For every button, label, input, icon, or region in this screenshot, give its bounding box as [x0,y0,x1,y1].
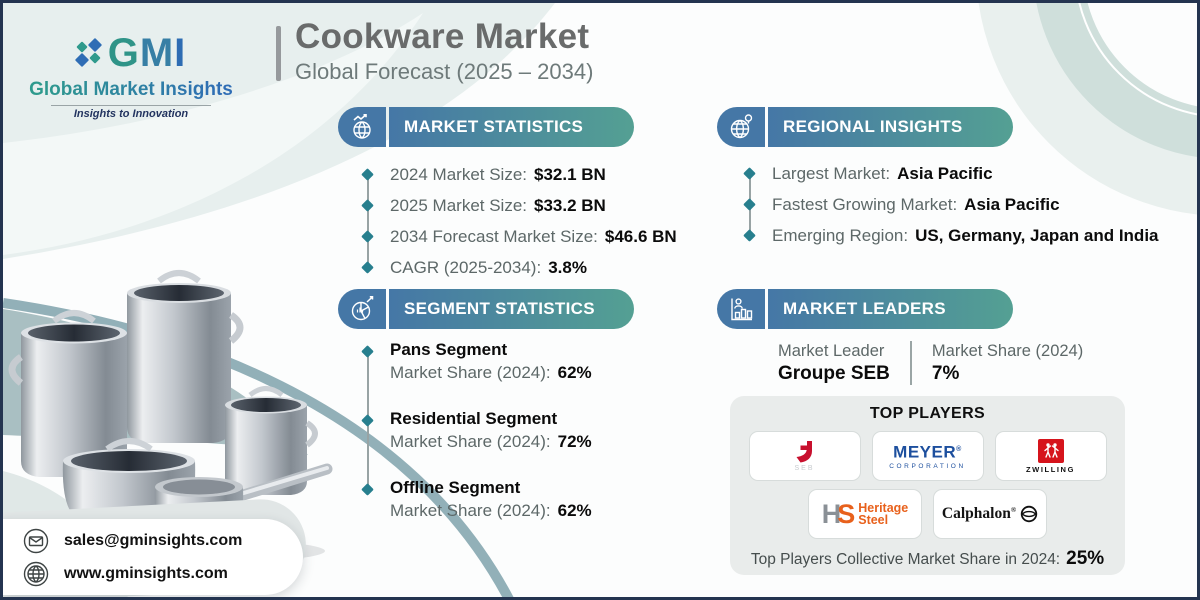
region-item-emerging: Emerging Region: US, Germany, Japan and I… [743,220,1159,251]
region-item-largest: Largest Market: Asia Pacific [743,158,1159,189]
market-leader-col: Market Leader Groupe SEB [778,342,890,384]
diamond-bullet-icon [361,230,374,243]
diamond-bullet-icon [743,167,756,180]
logo-seb: SEB [748,431,861,481]
globe-pin-icon [717,107,765,147]
seb-glyph-icon [796,441,812,463]
market-share-col: Market Share (2024) 7% [931,342,1084,384]
gmi-logo: GMI Global Market Insights Insights to I… [17,33,245,120]
calphalon-mark-icon [1020,505,1038,523]
top-players-panel: TOP PLAYERS SEB MEYER® CORPORATION [730,396,1125,575]
tagline-rule [51,105,211,106]
stat-item-2025: 2025 Market Size: $33.2 BN [361,190,677,221]
email-icon [23,528,49,553]
regional-insights-header: REGIONAL INSIGHTS [717,107,1013,147]
segment-statistics-header: SEGMENT STATISTICS [338,289,634,329]
stat-item-cagr: CAGR (2025-2034): 3.8% [361,252,677,283]
market-statistics-list: 2024 Market Size: $32.1 BN 2025 Market Si… [361,159,677,283]
contact-website[interactable]: www.gminsights.com [23,561,303,587]
contact-panel: sales@gminsights.com www.gminsights.com [3,519,303,595]
section-title: SEGMENT STATISTICS [389,289,634,329]
logo-meyer: MEYER® CORPORATION [871,431,984,481]
segment-item-residential: Residential Segment Market Share (2024):… [361,408,592,455]
logo-calphalon: Calphalon® [933,489,1047,539]
top-players-title: TOP PLAYERS [869,405,986,422]
segment-statistics-list: Pans Segment Market Share (2024): 62% Res… [361,339,592,546]
segment-item-pans: Pans Segment Market Share (2024): 62% [361,339,592,386]
zwilling-twins-icon [1037,438,1064,463]
globe-chart-icon [338,107,386,147]
page-subtitle: Global Forecast (2025 – 2034) [295,59,594,84]
region-item-fastest: Fastest Growing Market: Asia Pacific [743,189,1159,220]
section-title: REGIONAL INSIGHTS [768,107,1013,147]
regional-insights-list: Largest Market: Asia Pacific Fastest Grow… [743,158,1159,251]
page-title: Cookware Market [295,17,590,56]
stat-item-2024: 2024 Market Size: $32.1 BN [361,159,677,190]
leader-podium-icon [717,289,765,329]
gmi-logo-mark-icon [74,37,102,77]
top-players-footer: Top Players Collective Market Share in 2… [750,548,1105,569]
bullet-connector [366,173,369,267]
stock-pot-left [8,310,127,477]
diamond-bullet-icon [361,483,374,496]
market-statistics-header: MARKET STATISTICS [338,107,634,147]
globe-icon [23,561,49,586]
stat-item-2034: 2034 Forecast Market Size: $46.6 BN [361,221,677,252]
market-leaders-header: MARKET LEADERS [717,289,1013,329]
logo-zwilling: ZWILLING [994,431,1107,481]
diamond-bullet-icon [361,199,374,212]
market-leader-stats: Market Leader Groupe SEB Market Share (2… [778,340,1083,386]
diamond-bullet-icon [743,229,756,242]
diamond-bullet-icon [361,414,374,427]
top-players-row-1: SEB MEYER® CORPORATION ZWILLING [748,431,1107,481]
contact-email[interactable]: sales@gminsights.com [23,528,303,554]
gmi-monogram: GMI [107,31,187,75]
title-divider [276,26,281,81]
segment-item-offline: Offline Segment Market Share (2024): 62% [361,477,592,524]
diamond-bullet-icon [743,198,756,211]
section-title: MARKET LEADERS [768,289,1013,329]
diamond-bullet-icon [361,345,374,358]
diamond-bullet-icon [361,168,374,181]
stock-pot-back [127,270,244,443]
small-pot-right [225,386,318,495]
section-title: MARKET STATISTICS [389,107,634,147]
vertical-divider [909,341,912,385]
diamond-bullet-icon [361,261,374,274]
pie-chart-icon [338,289,386,329]
company-tagline: Insights to Innovation [73,108,189,120]
company-name: Global Market Insights [17,79,245,101]
